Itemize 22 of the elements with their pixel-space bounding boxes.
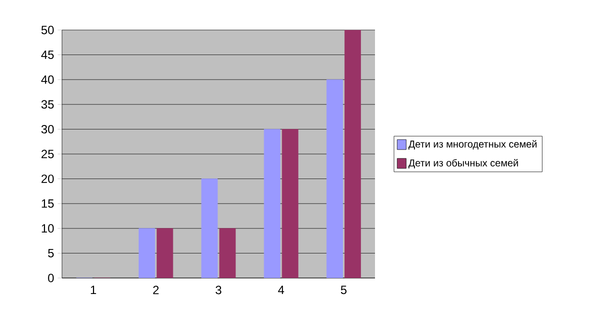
x-tick-label: 1	[90, 286, 96, 294]
y-tick-label: 30	[41, 124, 54, 134]
y-tick-label: 25	[42, 150, 54, 158]
x-tick-label: 4	[278, 286, 284, 294]
y-tick-label: 20	[42, 174, 54, 184]
x-tick-label: 2	[153, 286, 159, 294]
y-tick-label: 10	[42, 224, 54, 233]
bar	[282, 129, 298, 278]
y-tick-label: 15	[42, 199, 54, 208]
legend-label: Дети из многодетных семей	[408, 140, 537, 150]
y-tick-label: 45	[41, 50, 54, 59]
bar	[344, 30, 361, 278]
x-tick-label: 3	[216, 286, 222, 294]
bar	[219, 228, 236, 278]
legend-label: Дети из обычных семей	[408, 158, 518, 168]
y-tick-label: 40	[41, 75, 54, 84]
y-tick-label: 50	[41, 26, 54, 34]
y-tick-label: 35	[41, 100, 54, 109]
bar	[156, 228, 174, 278]
y-tick-label: 0	[48, 274, 54, 282]
x-tick-label: 5	[340, 286, 347, 294]
y-tick-label: 5	[48, 249, 54, 258]
